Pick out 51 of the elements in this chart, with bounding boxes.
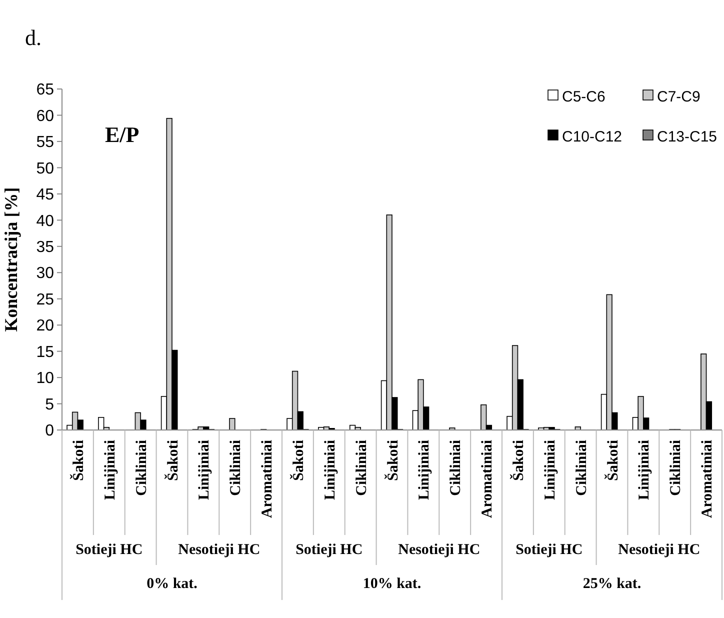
x-tick-label: Šakoti xyxy=(383,440,402,481)
annotation: E/P xyxy=(105,122,140,147)
legend-label: C10-C12 xyxy=(562,128,622,146)
text: Sotieji HC xyxy=(516,542,583,558)
text: Nesotieji HC xyxy=(398,542,480,558)
y-tick-label: 10 xyxy=(36,370,54,388)
x-tick-label: Šakoti xyxy=(163,440,182,481)
x-tick-label: Cikliniai xyxy=(228,440,244,496)
y-tick-label: 15 xyxy=(36,344,54,361)
text: Nesotieji HC xyxy=(178,542,260,558)
y-tick-label: 45 xyxy=(36,186,54,204)
text: Nesotieji HC xyxy=(618,542,700,558)
x-tick-label: Linijiniai xyxy=(102,440,118,500)
x-tick-label: Šakoti xyxy=(603,440,622,481)
text: 25% kat. xyxy=(582,576,642,592)
y-tick-label: 40 xyxy=(36,212,54,230)
x-tick-label: Linijiniai xyxy=(542,440,558,500)
text: Sotieji HC xyxy=(296,542,363,558)
y-tick-label: 35 xyxy=(36,238,54,256)
x-tick-label: Cikliniai xyxy=(354,440,370,496)
x-tick-label: Cikliniai xyxy=(574,440,590,496)
y-axis-title: Koncentracija [%] xyxy=(1,187,21,332)
chart-title: d. xyxy=(25,25,42,50)
x-tick-label: Šakoti xyxy=(288,440,307,481)
x-tick-label: Šakoti xyxy=(68,440,87,481)
y-tick-label: 0 xyxy=(45,422,54,440)
y-tick-label: 30 xyxy=(36,265,54,282)
x-tick-label: Šakoti xyxy=(508,440,527,481)
text: 0% kat. xyxy=(146,576,198,592)
x-tick-label: Aromatiniai xyxy=(260,440,276,518)
text: 10% kat. xyxy=(362,576,422,592)
y-tick-label: 5 xyxy=(45,396,54,414)
y-tick-label: 50 xyxy=(36,160,54,178)
legend-label: C7-C9 xyxy=(657,88,700,106)
y-tick-label: 60 xyxy=(36,108,54,125)
x-tick-label: Linijiniai xyxy=(196,440,213,500)
x-tick-label: Linijiniai xyxy=(322,440,338,500)
legend-label: C13-C15 xyxy=(657,128,718,146)
text: Sotieji HC xyxy=(76,542,143,558)
x-tick-label: Aromatiniai xyxy=(700,440,716,518)
x-tick-label: Aromatiniai xyxy=(480,440,496,518)
x-tick-label: Cikliniai xyxy=(134,440,150,496)
legend-label: C5-C6 xyxy=(562,88,606,106)
x-tick-label: Linijiniai xyxy=(636,440,653,500)
y-tick-label: 55 xyxy=(36,134,54,152)
y-tick-label: 25 xyxy=(36,291,54,308)
x-tick-label: Cikliniai xyxy=(448,440,464,496)
x-tick-label: Cikliniai xyxy=(668,440,684,496)
y-tick-label: 20 xyxy=(36,318,54,335)
y-tick-label: 65 xyxy=(36,82,54,99)
x-tick-label: Linijiniai xyxy=(416,440,433,500)
